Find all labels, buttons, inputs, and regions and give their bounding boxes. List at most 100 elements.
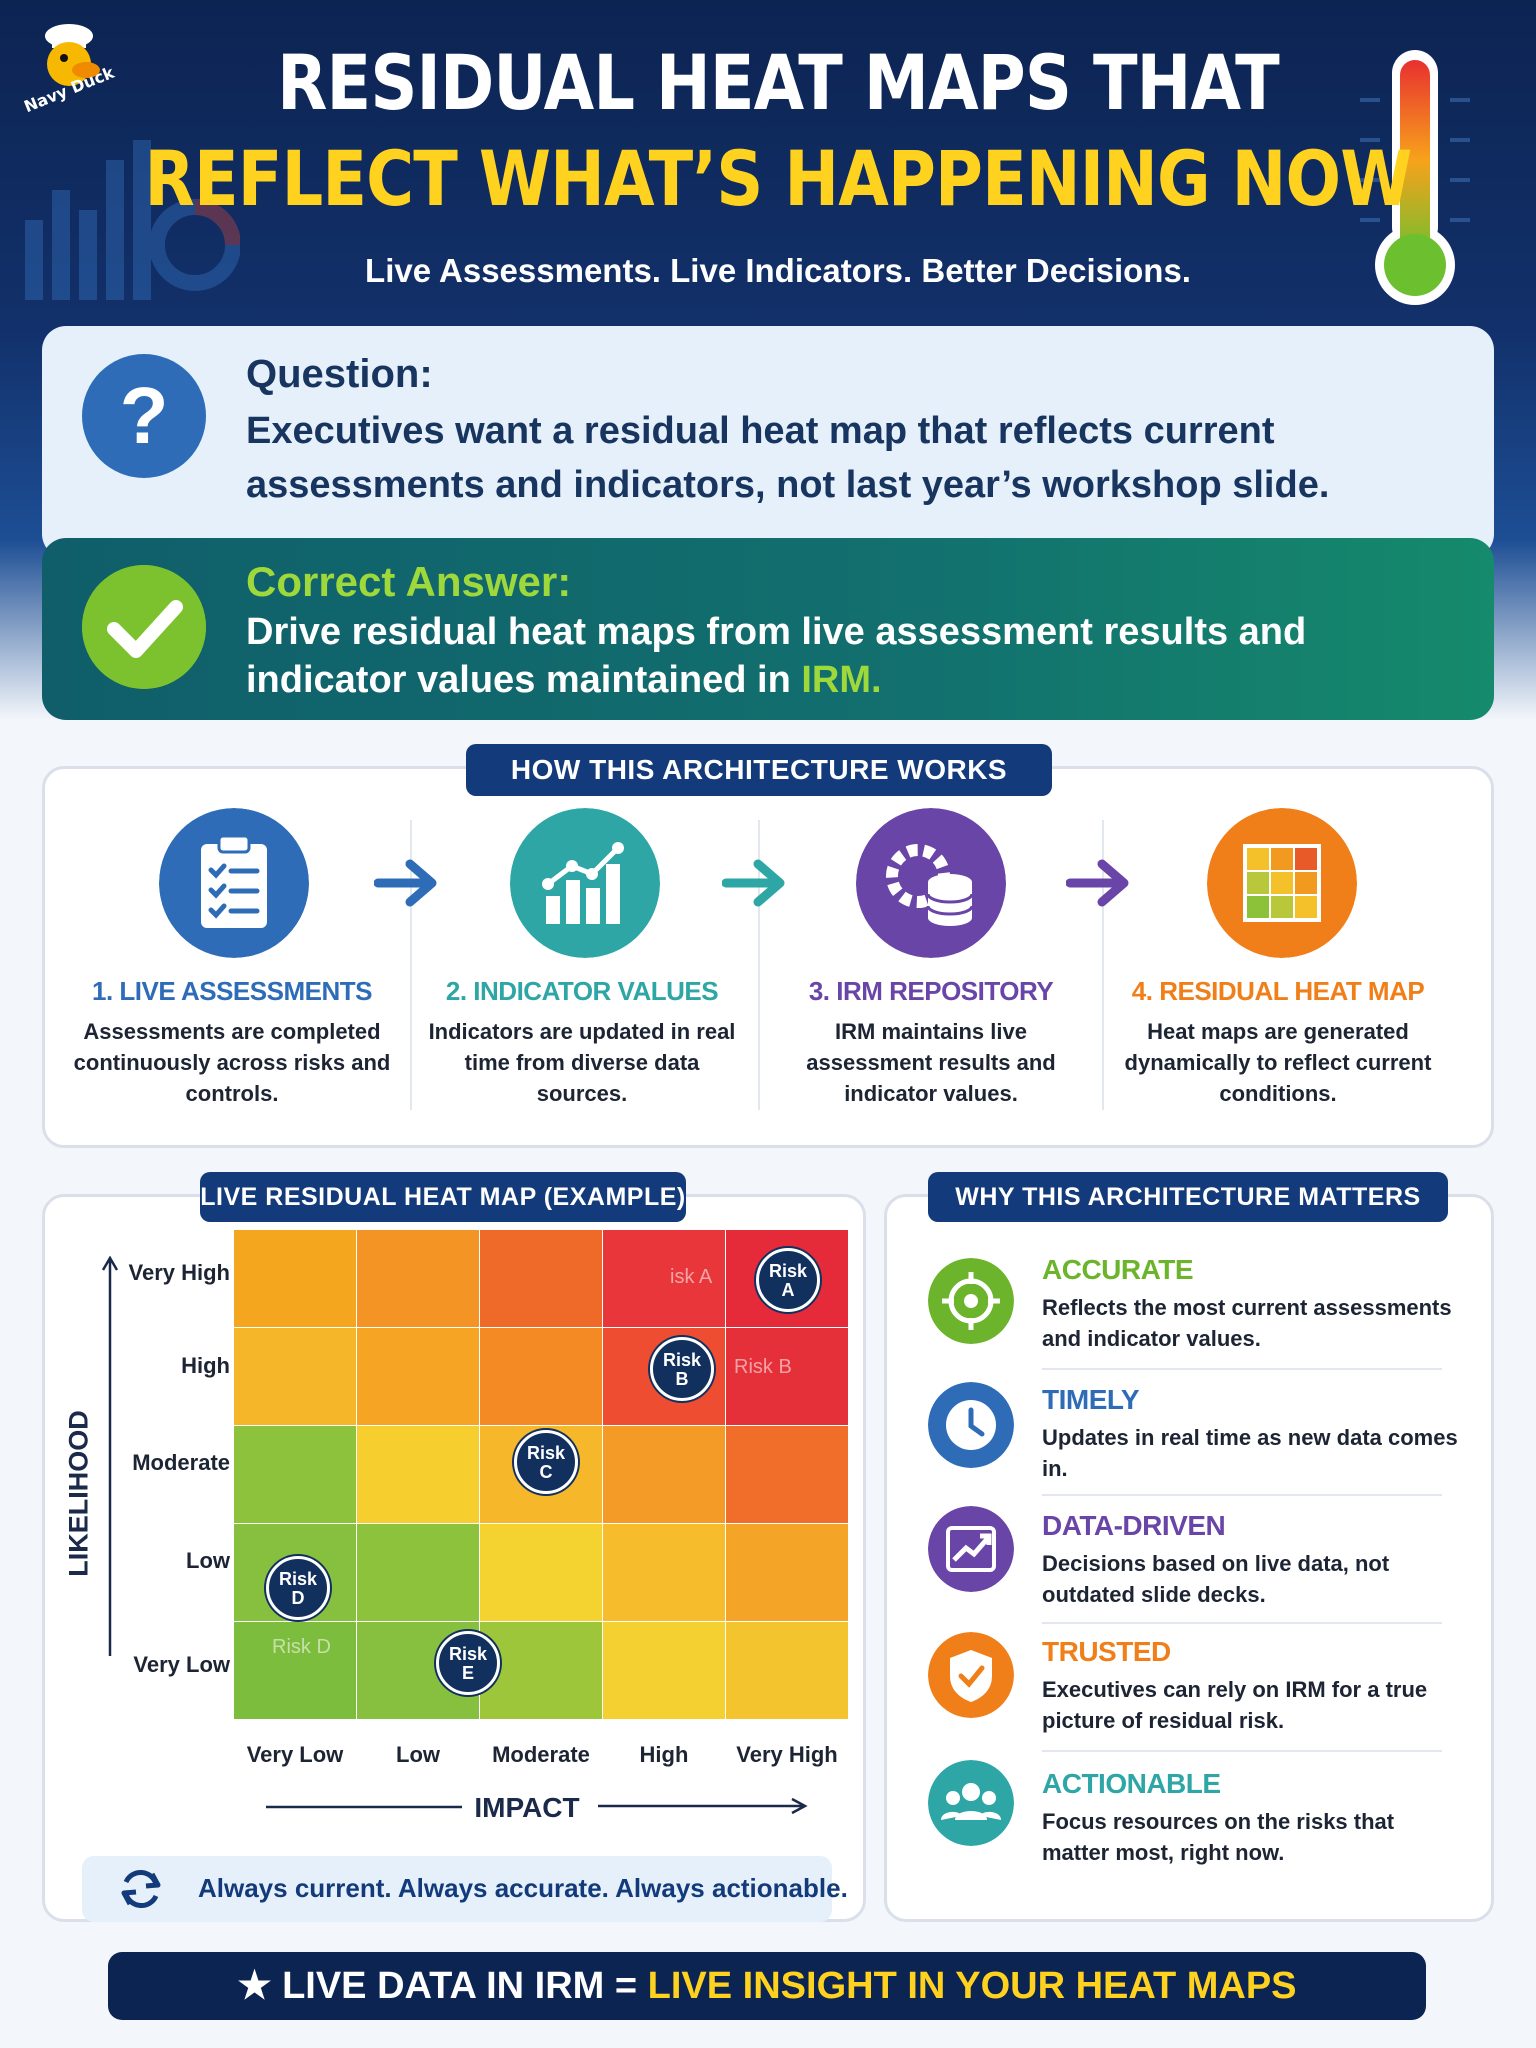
clipboard-icon (159, 808, 309, 958)
question-label: Question: (246, 352, 433, 396)
heat-cell (357, 1426, 479, 1523)
why-header: WHY THIS ARCHITECTURE MATTERS (928, 1172, 1448, 1222)
arrow-right-icon (1066, 859, 1129, 907)
heat-cell (603, 1524, 725, 1621)
database-gear-icon (856, 808, 1006, 958)
star-icon: ★ (237, 1965, 283, 2007)
architecture-header: HOW THIS ARCHITECTURE WORKS (466, 744, 1052, 796)
step-divider (1102, 820, 1104, 1110)
answer-text: Drive residual heat maps from live asses… (246, 611, 1307, 701)
why-data-driven-title: DATA-DRIVEN (1042, 1510, 1226, 1541)
clock-icon (928, 1382, 1014, 1468)
likelihood-level-very-low: Very Low (133, 1652, 230, 1677)
impact-level-very-low: Very Low (246, 1742, 344, 1767)
target-icon (928, 1258, 1014, 1344)
why-separator (1042, 1622, 1442, 1624)
heat-cell (234, 1230, 356, 1327)
why-actionable-desc: Focus resources on the risks that matter… (1042, 1809, 1395, 1865)
trend-chart-icon (928, 1506, 1014, 1592)
heat-cell (480, 1622, 602, 1719)
heat-cell (726, 1524, 848, 1621)
shield-check-icon (928, 1632, 1014, 1718)
thermometer-icon (1360, 50, 1470, 305)
heat-cell (726, 1622, 848, 1719)
step-3-title: 3. IRM REPOSITORY (808, 976, 1054, 1006)
why-timely-desc: Updates in real time as new data comes i… (1042, 1425, 1458, 1481)
question-box (42, 326, 1494, 558)
likelihood-level-low: Low (186, 1548, 230, 1573)
arrow-right-icon (722, 859, 785, 907)
step-3-desc: IRM maintains live assessment results an… (806, 1019, 1056, 1106)
heat-cell (603, 1426, 725, 1523)
why-timely-title: TIMELY (1042, 1384, 1140, 1415)
risk-marker-b[interactable]: Risk B (650, 1337, 714, 1401)
impact-axis-arrow (598, 1797, 808, 1815)
step-4-title: 4. RESIDUAL HEAT MAP (1131, 976, 1425, 1006)
heat-cell (357, 1230, 479, 1327)
arrow-right-icon (374, 859, 437, 907)
why-separator (1042, 1750, 1442, 1752)
heat-cell (357, 1524, 479, 1621)
step-divider (410, 820, 412, 1110)
ghost-label: isk A (670, 1266, 713, 1288)
step-1-desc: Assessments are completed continuously a… (73, 1019, 391, 1106)
heat-cell (726, 1328, 848, 1425)
heat-cell (726, 1426, 848, 1523)
heat-cell (234, 1622, 356, 1719)
why-separator (1042, 1494, 1442, 1496)
question-text: Executives want a residual heat map that… (246, 410, 1330, 506)
why-trusted-title: TRUSTED (1042, 1636, 1171, 1667)
risk-marker-d[interactable]: Risk D (266, 1556, 330, 1620)
question-mark-icon: ? (82, 354, 206, 478)
answer-box (42, 538, 1494, 720)
step-divider (758, 820, 760, 1110)
risk-marker-e[interactable]: Risk E (436, 1631, 500, 1695)
step-2-desc: Indicators are updated in real time from… (428, 1019, 736, 1106)
likelihood-level-very-high: Very High (128, 1260, 230, 1285)
bar-chart-icon (510, 808, 660, 958)
heat-cell (603, 1622, 725, 1719)
answer-highlight: IRM. (801, 659, 882, 701)
step-1-title: 1. LIVE ASSESSMENTS (92, 976, 372, 1006)
impact-axis-label: IMPACT (474, 1792, 580, 1823)
heat-cell (480, 1230, 602, 1327)
heat-cell (234, 1426, 356, 1523)
step-4-desc: Heat maps are generated dynamically to r… (1124, 1019, 1432, 1106)
answer-label: Correct Answer: (246, 558, 572, 605)
decorative-chart-icon (25, 140, 240, 300)
refresh-icon (121, 1870, 161, 1908)
why-data-driven-desc: Decisions based on live data, not outdat… (1042, 1551, 1390, 1607)
heat-cell (357, 1328, 479, 1425)
heat-cell (480, 1328, 602, 1425)
likelihood-axis-arrow (101, 1256, 119, 1656)
why-actionable-title: ACTIONABLE (1042, 1768, 1221, 1799)
page-title-line2: REFLECT WHAT’S HAPPENING NOW (144, 134, 1413, 223)
risk-marker-c[interactable]: Risk C (514, 1430, 578, 1494)
heat-cell (234, 1328, 356, 1425)
likelihood-level-moderate: Moderate (132, 1450, 230, 1475)
step-2-title: 2. INDICATOR VALUES (445, 976, 719, 1006)
page-subtitle: Live Assessments. Live Indicators. Bette… (365, 252, 1191, 289)
impact-level-high: High (639, 1742, 689, 1767)
footer-banner: ★ LIVE DATA IN IRM = LIVE INSIGHT IN YOU… (108, 1952, 1426, 2020)
heatmap-header: LIVE RESIDUAL HEAT MAP (EXAMPLE) (200, 1172, 686, 1222)
likelihood-level-high: High (181, 1353, 230, 1378)
heat-cell (603, 1230, 725, 1327)
ghost-label: Risk B (734, 1356, 792, 1378)
impact-level-very-high: Very High (736, 1742, 838, 1767)
checkmark-icon (82, 565, 206, 689)
ghost-label: Risk D (272, 1636, 331, 1658)
impact-level-moderate: Moderate (492, 1742, 590, 1767)
heat-cell (480, 1524, 602, 1621)
team-icon (928, 1760, 1014, 1846)
tagline-box (82, 1856, 832, 1922)
tagline-text: Always current. Always accurate. Always … (198, 1873, 848, 1903)
why-trusted-desc: Executives can rely on IRM for a true pi… (1042, 1677, 1428, 1733)
heat-grid-icon (1207, 808, 1357, 958)
page-title-line1: RESIDUAL HEAT MAPS THAT (277, 38, 1280, 127)
why-accurate-title: ACCURATE (1042, 1254, 1194, 1285)
impact-level-low: Low (396, 1742, 440, 1767)
risk-marker-a[interactable]: Risk A (756, 1248, 820, 1312)
impact-axis-line-left (266, 1805, 462, 1809)
why-accurate-desc: Reflects the most current assessments an… (1042, 1295, 1452, 1351)
